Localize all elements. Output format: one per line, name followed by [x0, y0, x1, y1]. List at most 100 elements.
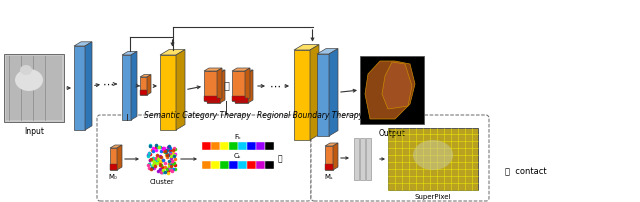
Point	[168, 152, 179, 155]
Point	[164, 165, 175, 168]
Point	[159, 149, 170, 153]
Text: Cₖ: Cₖ	[234, 153, 242, 159]
Polygon shape	[74, 42, 92, 46]
Text: Ⓒ: Ⓒ	[223, 80, 229, 90]
Point	[166, 168, 176, 171]
Point	[166, 164, 176, 167]
Polygon shape	[207, 73, 220, 103]
Point	[154, 145, 164, 148]
Bar	[202, 161, 211, 169]
Point	[158, 171, 168, 174]
Polygon shape	[333, 143, 338, 170]
Text: Output: Output	[379, 129, 405, 138]
Polygon shape	[207, 70, 225, 73]
Text: Fₖ: Fₖ	[234, 134, 241, 140]
Point	[168, 167, 178, 170]
Point	[170, 167, 180, 171]
Ellipse shape	[15, 69, 43, 91]
Point	[156, 164, 166, 167]
Point	[148, 161, 159, 164]
Point	[145, 144, 155, 147]
Point	[144, 162, 154, 165]
Point	[167, 169, 177, 173]
Polygon shape	[235, 73, 248, 103]
Bar	[256, 161, 265, 169]
Point	[150, 157, 161, 160]
Polygon shape	[294, 45, 319, 50]
Point	[150, 149, 161, 152]
Point	[155, 168, 165, 171]
Point	[162, 153, 172, 156]
Point	[160, 166, 170, 169]
Point	[157, 171, 167, 174]
Bar	[229, 142, 238, 150]
Point	[149, 167, 159, 170]
Point	[166, 155, 176, 158]
Point	[156, 170, 166, 174]
Ellipse shape	[413, 140, 453, 170]
Bar	[220, 142, 229, 150]
Text: Cluster: Cluster	[150, 179, 174, 185]
Point	[147, 157, 157, 160]
Point	[147, 159, 157, 162]
Point	[143, 166, 154, 169]
Bar	[265, 142, 274, 150]
Text: $\cdots$: $\cdots$	[269, 81, 281, 91]
Polygon shape	[147, 75, 151, 95]
Text: Input: Input	[24, 127, 44, 136]
Point	[162, 168, 172, 171]
Point	[164, 151, 175, 155]
Point	[160, 161, 170, 164]
Polygon shape	[220, 70, 225, 103]
Polygon shape	[204, 71, 217, 101]
Point	[148, 157, 158, 160]
Point	[149, 161, 159, 164]
Bar	[229, 161, 238, 169]
Point	[153, 159, 163, 163]
Point	[166, 162, 177, 165]
Point	[163, 165, 173, 168]
Polygon shape	[232, 68, 250, 71]
Polygon shape	[131, 51, 137, 120]
Polygon shape	[317, 49, 338, 54]
Bar	[4, 54, 64, 122]
Point	[156, 163, 166, 166]
Point	[163, 145, 173, 148]
Bar	[238, 142, 247, 150]
Polygon shape	[232, 71, 245, 101]
Ellipse shape	[20, 65, 32, 75]
Point	[156, 155, 166, 158]
Point	[156, 160, 166, 163]
Point	[164, 147, 175, 150]
Polygon shape	[122, 55, 131, 120]
Point	[162, 148, 172, 152]
Text: Ⓒ  contact: Ⓒ contact	[505, 167, 547, 177]
Polygon shape	[85, 42, 92, 130]
Point	[157, 150, 168, 153]
Point	[144, 152, 154, 155]
Point	[158, 148, 168, 151]
Point	[146, 157, 156, 160]
Point	[166, 168, 176, 171]
Point	[147, 165, 157, 168]
Point	[148, 146, 158, 149]
Point	[165, 164, 175, 167]
Point	[144, 151, 154, 155]
Point	[170, 162, 180, 165]
Point	[147, 148, 157, 151]
Text: Semantic Category Therapy: Semantic Category Therapy	[143, 111, 250, 120]
Point	[148, 164, 159, 167]
Polygon shape	[317, 54, 329, 136]
Polygon shape	[204, 96, 217, 101]
Point	[162, 155, 172, 159]
Polygon shape	[176, 50, 185, 130]
Point	[160, 170, 170, 174]
Point	[156, 160, 166, 163]
Bar	[360, 138, 365, 180]
Point	[165, 167, 175, 170]
Point	[152, 154, 162, 157]
Polygon shape	[207, 98, 220, 103]
Point	[166, 156, 176, 159]
Point	[152, 158, 162, 162]
Point	[158, 158, 168, 161]
